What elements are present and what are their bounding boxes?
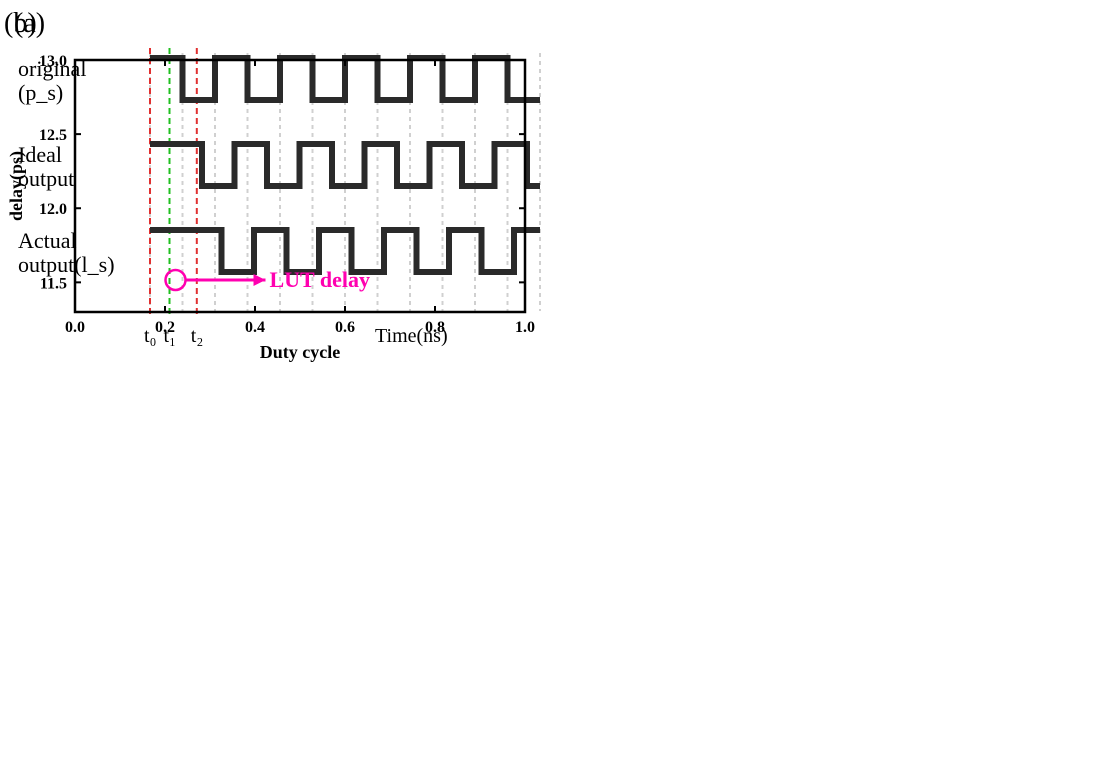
panel-b: (b) 0.0 0.2 0.4 0.6 0.8 1.0 11.5 12.0 12.5 13.0 Dut…	[0, 10, 540, 370]
svg-text:0.4: 0.4	[245, 319, 265, 336]
svg-text:1.0: 1.0	[515, 319, 535, 336]
svg-text:delay(ps): delay(ps)	[6, 151, 27, 221]
svg-text:0.6: 0.6	[335, 319, 355, 336]
svg-text:0.8: 0.8	[425, 319, 445, 336]
svg-text:0.2: 0.2	[155, 319, 175, 336]
svg-text:13.0: 13.0	[39, 53, 67, 70]
panel-label: (b)	[4, 8, 37, 40]
svg-text:12.0: 12.0	[39, 201, 67, 218]
svg-text:0.0: 0.0	[65, 319, 85, 336]
figure-root: (a)original(p_s)IdealoutputActualoutput(…	[0, 0, 1103, 771]
svg-text:11.5: 11.5	[40, 275, 67, 292]
svg-text:Duty cycle: Duty cycle	[260, 342, 340, 362]
svg-text:12.5: 12.5	[39, 127, 67, 144]
